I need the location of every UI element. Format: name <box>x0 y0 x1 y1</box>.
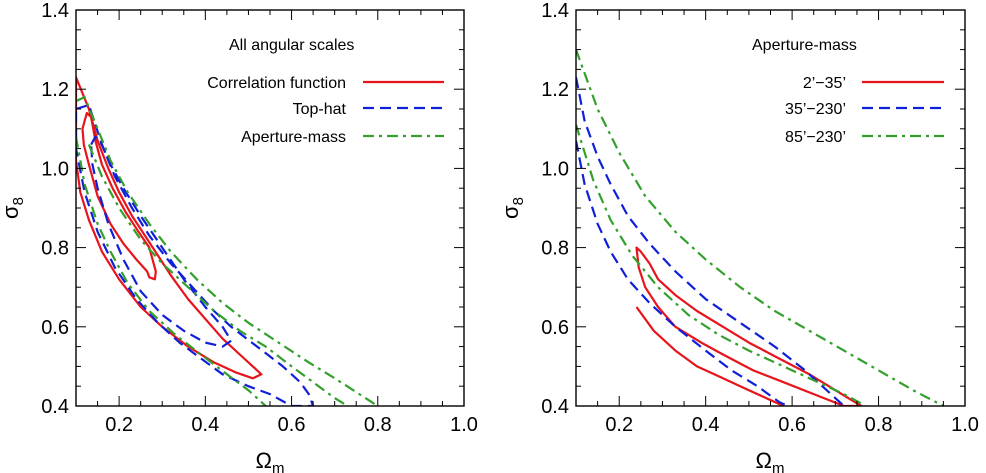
x-tick-label: 1.0 <box>951 414 979 436</box>
series-2-contour-0 <box>76 96 379 406</box>
legend-label-0: Correlation function <box>207 75 346 92</box>
right-x-axis-label-text: Ω <box>756 448 772 473</box>
y-tick-label: 1.0 <box>541 158 569 180</box>
x-tick-label: 0.2 <box>105 414 133 436</box>
left-y-axis-label: σ8 <box>0 197 27 219</box>
legend-label-1: 35’−230’ <box>785 101 846 118</box>
legend-label-2: 85’−230’ <box>785 129 846 146</box>
series-1-contour-0 <box>576 77 845 406</box>
left-x-axis-label: Ωm <box>256 448 285 473</box>
y-tick-label: 0.4 <box>41 396 69 418</box>
x-tick-label: 0.2 <box>605 414 633 436</box>
y-axis-subscript: 8 <box>510 197 527 205</box>
right-ticks <box>575 9 966 407</box>
x-tick-label: 0.4 <box>692 414 720 436</box>
legend-label-1: Top-hat <box>293 101 347 118</box>
right-curves <box>576 49 944 406</box>
y-tick-label: 1.4 <box>541 0 569 22</box>
left-curves <box>76 76 379 406</box>
y-tick-label: 0.8 <box>41 238 69 260</box>
panel-right: 0.2 0.4 0.6 0.8 1.0 0.4 0.6 0.8 1.0 1.2 1.4 Apertu… <box>498 0 979 473</box>
x-tick-label: 1.0 <box>450 414 478 436</box>
y-tick-label: 1.2 <box>41 79 69 101</box>
series-1-contour-1 <box>90 135 233 348</box>
y-tick-label: 0.6 <box>541 317 569 339</box>
x-tick-label: 0.8 <box>364 414 392 436</box>
left-x-axis-label-text: Ω <box>256 448 272 473</box>
right-subtitle: Aperture-mass <box>752 37 857 54</box>
y-tick-label: 1.4 <box>41 0 69 22</box>
x-axis-subscript: m <box>272 460 285 473</box>
right-tick-labels: 0.2 0.4 0.6 0.8 1.0 0.4 0.6 0.8 1.0 1.2 1.4 <box>541 0 979 436</box>
x-tick-label: 0.4 <box>191 414 219 436</box>
y-tick-label: 0.8 <box>541 238 569 260</box>
left-legend: Correlation function Top-hat Aperture-mass <box>207 75 444 146</box>
legend-label-0: 2’−35’ <box>803 75 846 92</box>
series-0-contour-0 <box>76 76 263 380</box>
right-x-axis-label: Ωm <box>756 448 785 473</box>
series-0-contour-1 <box>635 306 784 406</box>
series-2-contour-1 <box>76 136 267 406</box>
x-tick-label: 0.6 <box>278 414 306 436</box>
series-2-contour-1 <box>576 124 867 406</box>
x-tick-label: 0.8 <box>865 414 893 436</box>
left-tick-labels: 0.2 0.4 0.6 0.8 1.0 0.4 0.6 0.8 1.0 1.2 1.4 <box>41 0 478 436</box>
series-0-contour-1 <box>81 111 157 281</box>
y-axis-subscript: 8 <box>10 197 27 205</box>
right-legend: 2’−35’ 35’−230’ 85’−230’ <box>785 75 944 146</box>
right-plot-frame <box>575 9 966 407</box>
panel-left: 0.2 0.4 0.6 0.8 1.0 0.4 0.6 0.8 1.0 1.2 1.4 All an… <box>0 0 478 473</box>
x-tick-label: 0.6 <box>778 414 806 436</box>
right-y-axis-label: σ8 <box>498 197 527 219</box>
series-1-contour-0 <box>76 103 315 406</box>
y-tick-label: 0.6 <box>41 317 69 339</box>
left-ticks <box>75 9 465 407</box>
x-axis-subscript: m <box>772 460 785 473</box>
y-tick-label: 0.4 <box>541 396 569 418</box>
y-tick-label: 1.0 <box>41 158 69 180</box>
left-plot-frame <box>75 9 465 407</box>
y-tick-label: 1.2 <box>541 79 569 101</box>
legend-label-2: Aperture-mass <box>241 129 346 146</box>
left-subtitle: All angular scales <box>229 37 354 54</box>
series-2-contour-0 <box>576 49 944 406</box>
